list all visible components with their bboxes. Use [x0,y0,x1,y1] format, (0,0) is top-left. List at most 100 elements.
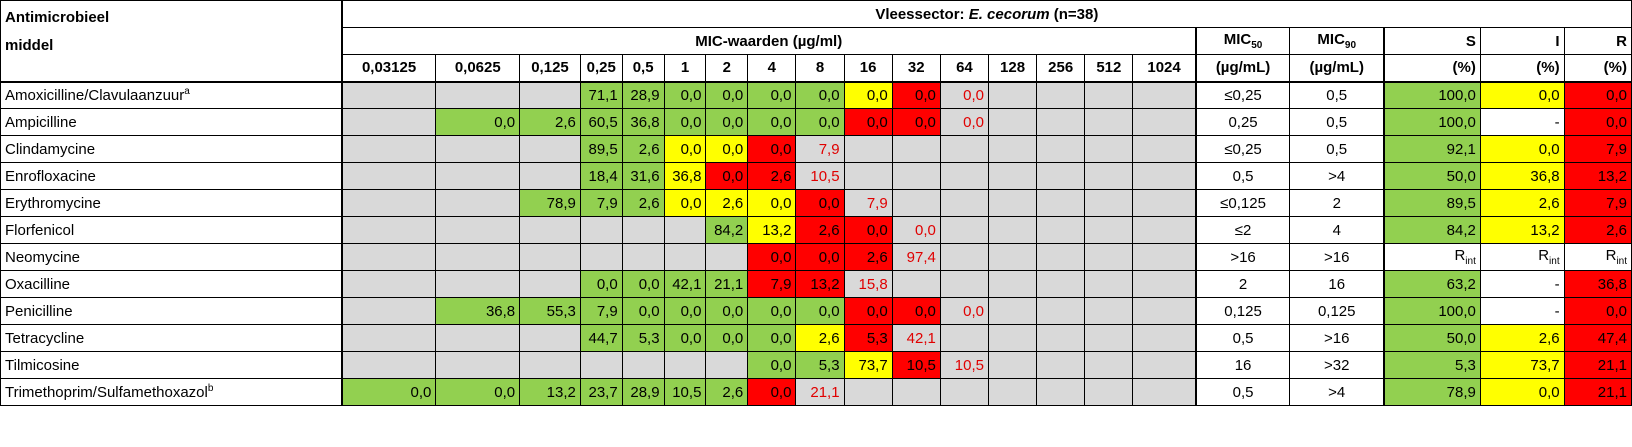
mic-cell [1084,189,1134,217]
agent-name: Penicilline [0,297,343,325]
mic-cell [987,189,1038,217]
mic-cell [1132,270,1197,298]
mic50-value: >16 [1195,243,1291,271]
r-percent: 47,4 [1563,324,1632,352]
concentration-header: 4 [747,54,797,83]
mic-cell [1084,108,1134,136]
mic-cell [519,324,581,352]
s-percent: 100,0 [1383,108,1481,136]
mic-cell [939,162,989,190]
mic-cell [1084,216,1134,244]
agent-label: Oxacilline [5,275,71,293]
mic90-value: 0,5 [1289,135,1386,163]
mic-cell [1084,243,1134,271]
mic90-value: >16 [1289,243,1386,271]
agent-label: Florfenicol [5,221,75,239]
mic-cell [1084,270,1134,298]
mic-cell [1132,243,1197,271]
s-percent: 84,2 [1383,216,1481,244]
mic-cell: 84,2 [705,216,749,244]
r-unit: (%) [1563,54,1632,83]
r-rint-sub: int [1616,256,1627,267]
r-header: R [1563,27,1632,55]
agent-label-1: Antimicrobieel [5,9,110,26]
mic-cell: 0,0 [663,189,707,217]
mic50-value: 16 [1195,351,1291,379]
agent-header: Antimicrobieel middel [0,0,343,83]
mic-cell [435,351,521,379]
table-row: Florfenicol 84,2 13,2 2,6 0,0 0,0 ≤2 4 84,2 13,2 2… [0,216,1632,244]
mic90-value: 16 [1289,270,1386,298]
mic-cell: 7,9 [579,189,623,217]
mic-cell: 0,0 [747,378,797,406]
mic-cell: 13,2 [795,270,845,298]
mic-cell: 36,8 [621,108,665,136]
i-percent: - [1479,297,1565,325]
concentration-header: 2 [705,54,749,83]
mic-cell [1036,351,1086,379]
mic-cell [891,270,941,298]
mic-cell: 0,0 [939,297,989,325]
mic-cell: 7,9 [795,135,845,163]
mic-cell [1132,189,1197,217]
r-percent: Rint [1563,243,1632,271]
mic-cell [891,135,941,163]
mic-cell [341,216,437,244]
mic-cell [341,81,437,109]
mic90-value: 4 [1289,216,1386,244]
i-unit: (%) [1479,54,1565,83]
mic-cell: 0,0 [435,378,521,406]
mic-cell [843,135,893,163]
agent-name: Florfenicol [0,216,343,244]
mic-cell: 0,0 [891,216,941,244]
concentration-header: 64 [939,54,989,83]
s-percent: 78,9 [1383,378,1481,406]
mic50-label: MIC [1223,31,1252,48]
mic-cell: 0,0 [891,108,941,136]
agent-name: Trimethoprim/Sulfamethoxazolb [0,378,343,406]
mic-cell: 0,0 [747,324,797,352]
s-percent: 50,0 [1383,324,1481,352]
mic-cell [987,216,1038,244]
mic-cell [1036,243,1086,271]
mic-cell [341,108,437,136]
i-percent: 13,2 [1479,216,1565,244]
r-rint-main: R [1605,247,1617,264]
mic-cell [1036,81,1086,109]
mic-cell: 0,0 [747,108,797,136]
mic50-sub: 50 [1251,40,1263,51]
mic-cell: 10,5 [663,378,707,406]
s-rint-main: R [1454,247,1466,264]
mic-cell: 2,6 [519,108,581,136]
table-row: Oxacilline 0,0 0,0 42,1 21,1 7,9 13,2 15,8 2 16 63… [0,270,1632,298]
mic-cell [1084,135,1134,163]
mic50-value: 0,25 [1195,108,1291,136]
s-percent: 5,3 [1383,351,1481,379]
agent-name: Enrofloxacine [0,162,343,190]
mic50-header: MIC50 [1195,27,1291,55]
mic-cell: 0,0 [795,81,845,109]
mic90-value: 2 [1289,189,1386,217]
mic-cell [987,324,1038,352]
i-percent: - [1479,270,1565,298]
mic50-value: 0,5 [1195,324,1291,352]
r-percent: 13,2 [1563,162,1632,190]
r-percent: 0,0 [1563,81,1632,109]
i-percent: 2,6 [1479,189,1565,217]
mic-cell: 0,0 [621,297,665,325]
mic-cell [987,297,1038,325]
mic-cell: 31,6 [621,162,665,190]
mic-cell: 10,5 [891,351,941,379]
agent-label: Amoxicilline/Clavulaanzuur [5,87,185,105]
concentration-header: 0,25 [579,54,623,83]
mic-cell: 0,0 [843,216,893,244]
mic-cell [579,216,623,244]
mic-cell [1132,216,1197,244]
mic-cell [579,243,623,271]
mic-cell [341,297,437,325]
mic-cell [1036,378,1086,406]
mic90-value: >16 [1289,324,1386,352]
mic-cell [1036,135,1086,163]
concentration-header: 0,03125 [341,54,437,83]
mic-cell [663,351,707,379]
